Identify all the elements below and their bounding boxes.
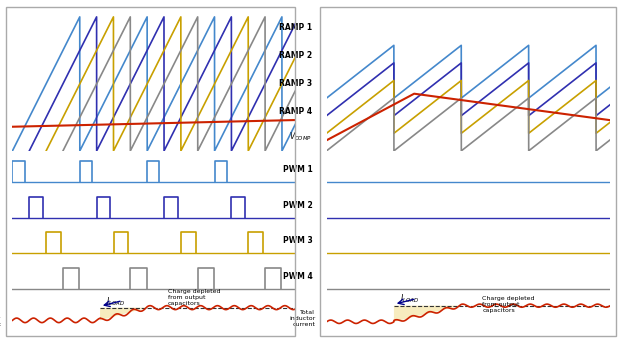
Polygon shape bbox=[100, 308, 147, 320]
Text: Total
inductor
current: Total inductor current bbox=[289, 311, 315, 327]
Text: PWM 4: PWM 4 bbox=[282, 272, 312, 281]
Text: PWM 1: PWM 1 bbox=[282, 165, 312, 174]
Text: Charge depleted
from output
capacitors: Charge depleted from output capacitors bbox=[168, 290, 221, 306]
Text: RAMP 1: RAMP 1 bbox=[279, 23, 312, 32]
Text: $I_{LOAD}$: $I_{LOAD}$ bbox=[399, 293, 419, 305]
Text: RAMP 4: RAMP 4 bbox=[279, 107, 312, 116]
Text: Total
inductor
current: Total inductor current bbox=[0, 311, 1, 327]
Text: PWM 3: PWM 3 bbox=[282, 236, 312, 245]
Text: RAMP 3: RAMP 3 bbox=[279, 79, 312, 88]
Polygon shape bbox=[394, 306, 462, 322]
Text: PWM 2: PWM 2 bbox=[282, 201, 312, 210]
Text: $V_{COMP}$: $V_{COMP}$ bbox=[289, 131, 312, 143]
Text: $I_{LOAD}$: $I_{LOAD}$ bbox=[106, 295, 124, 307]
Text: RAMP 2: RAMP 2 bbox=[279, 51, 312, 60]
Text: Charge depleted
from output
capacitors: Charge depleted from output capacitors bbox=[482, 296, 535, 313]
